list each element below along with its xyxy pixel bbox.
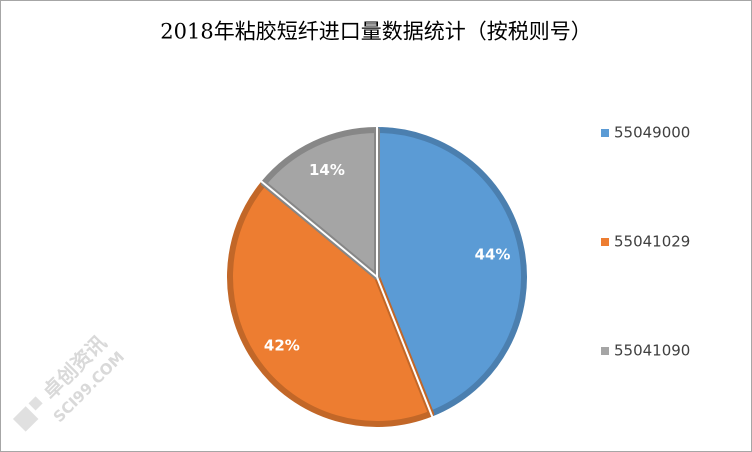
data-label: 42% bbox=[264, 337, 300, 355]
chart-title: 2018年粘胶短纤进口量数据统计（按税则号） bbox=[160, 20, 591, 44]
legend-label: 55041029 bbox=[614, 233, 690, 251]
data-label: 14% bbox=[309, 161, 345, 179]
pie-slice bbox=[374, 127, 527, 417]
slice-gap bbox=[376, 276, 434, 418]
legend-swatch bbox=[601, 347, 609, 355]
legend-label: 55049000 bbox=[614, 124, 690, 142]
pie-slice bbox=[260, 127, 380, 280]
legend-label: 55041090 bbox=[614, 342, 690, 360]
pie-slice bbox=[227, 180, 435, 427]
watermark-logo bbox=[12, 406, 39, 432]
slice-gap bbox=[260, 179, 378, 278]
legend-swatch bbox=[601, 238, 609, 246]
legend-swatch bbox=[601, 129, 609, 137]
data-label: 44% bbox=[475, 245, 511, 263]
